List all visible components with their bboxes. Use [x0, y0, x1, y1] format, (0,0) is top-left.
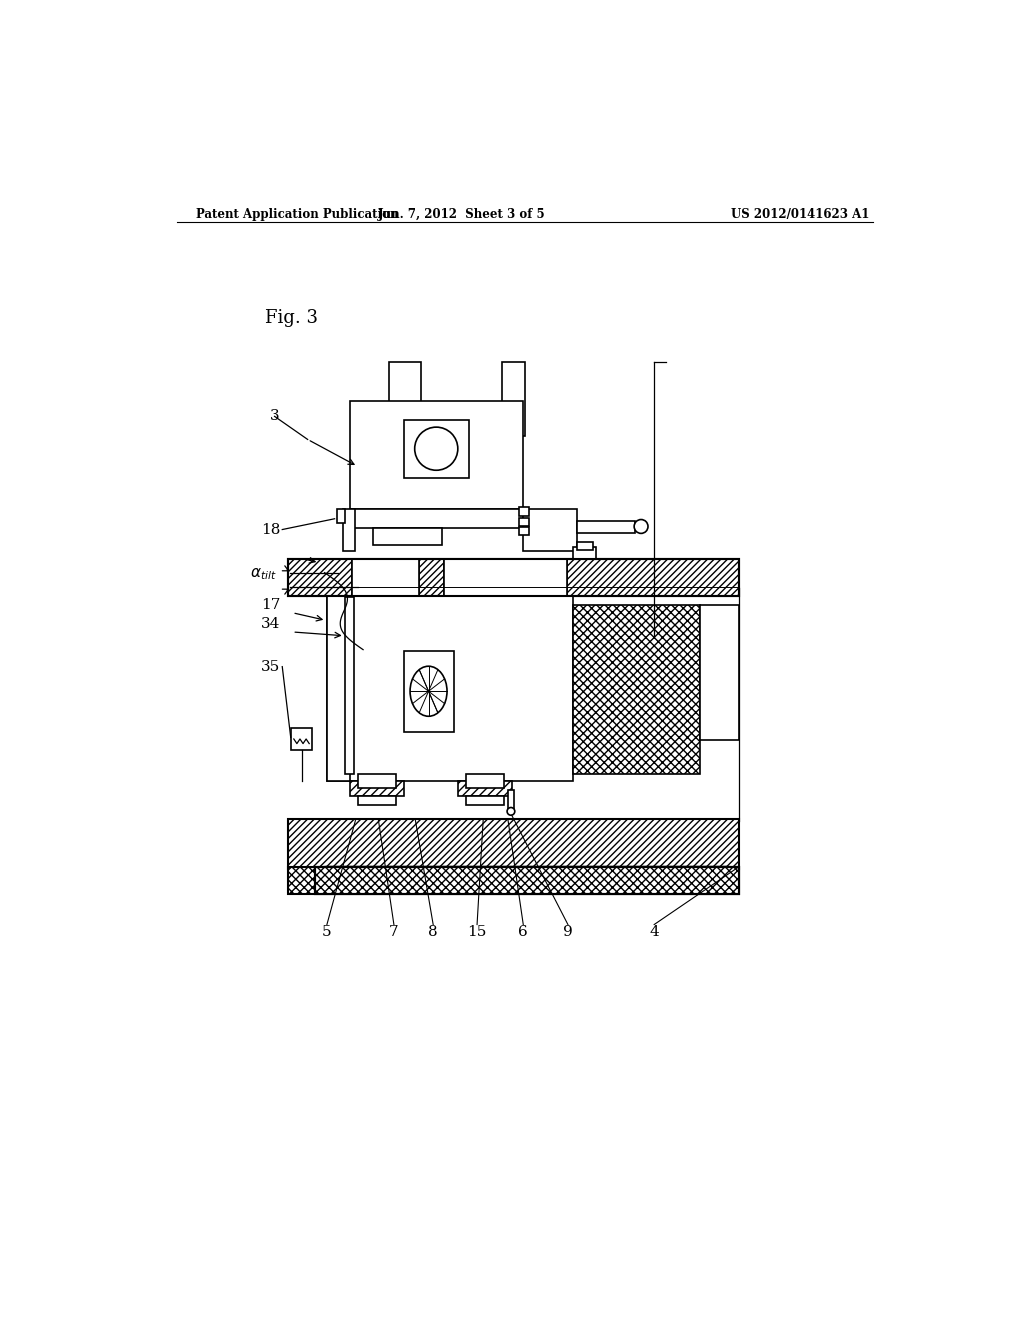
- Text: 3: 3: [269, 409, 280, 424]
- Bar: [578, 521, 635, 533]
- Bar: [351, 558, 419, 595]
- Text: 7: 7: [389, 924, 398, 939]
- Bar: [357, 796, 396, 805]
- Text: $\alpha_{tilt}$: $\alpha_{tilt}$: [250, 566, 276, 582]
- Bar: [327, 595, 350, 780]
- Bar: [466, 796, 504, 805]
- FancyBboxPatch shape: [315, 867, 739, 894]
- Text: 18: 18: [261, 523, 281, 536]
- Bar: [345, 598, 354, 775]
- Bar: [403, 420, 469, 478]
- Ellipse shape: [410, 667, 447, 717]
- Bar: [519, 517, 528, 525]
- Bar: [573, 548, 596, 558]
- Text: 15: 15: [467, 924, 486, 939]
- Text: 35: 35: [261, 660, 281, 673]
- Bar: [291, 729, 312, 750]
- Bar: [337, 508, 345, 523]
- Bar: [519, 507, 528, 516]
- Bar: [315, 867, 739, 894]
- Bar: [508, 789, 514, 813]
- Bar: [343, 508, 354, 552]
- Bar: [350, 508, 523, 528]
- Bar: [357, 775, 396, 788]
- Text: 6: 6: [518, 924, 528, 939]
- Bar: [327, 595, 573, 780]
- Text: 34: 34: [261, 618, 281, 631]
- Bar: [578, 543, 593, 549]
- Bar: [444, 558, 567, 595]
- Bar: [289, 558, 739, 595]
- Circle shape: [634, 520, 648, 533]
- Bar: [700, 605, 739, 739]
- Bar: [458, 780, 512, 796]
- Text: 5: 5: [323, 924, 332, 939]
- Circle shape: [507, 808, 515, 816]
- Text: Patent Application Publication: Patent Application Publication: [196, 209, 398, 222]
- Bar: [523, 508, 578, 552]
- Bar: [502, 363, 524, 436]
- Text: Fig. 3: Fig. 3: [265, 309, 318, 326]
- Text: 8: 8: [428, 924, 438, 939]
- Bar: [350, 780, 403, 796]
- Bar: [573, 605, 700, 775]
- Bar: [350, 401, 523, 508]
- Bar: [444, 558, 567, 595]
- Bar: [315, 867, 739, 894]
- Bar: [289, 867, 739, 894]
- Text: 17: 17: [261, 598, 281, 612]
- Bar: [388, 363, 421, 436]
- Text: US 2012/0141623 A1: US 2012/0141623 A1: [731, 209, 869, 222]
- Bar: [289, 818, 739, 869]
- Bar: [373, 528, 442, 545]
- Bar: [403, 651, 454, 733]
- Bar: [466, 775, 504, 788]
- Text: 4: 4: [649, 924, 659, 939]
- Bar: [289, 558, 739, 595]
- Text: 9: 9: [563, 924, 572, 939]
- Text: Jun. 7, 2012  Sheet 3 of 5: Jun. 7, 2012 Sheet 3 of 5: [378, 209, 546, 222]
- Bar: [351, 558, 419, 595]
- Bar: [519, 527, 528, 535]
